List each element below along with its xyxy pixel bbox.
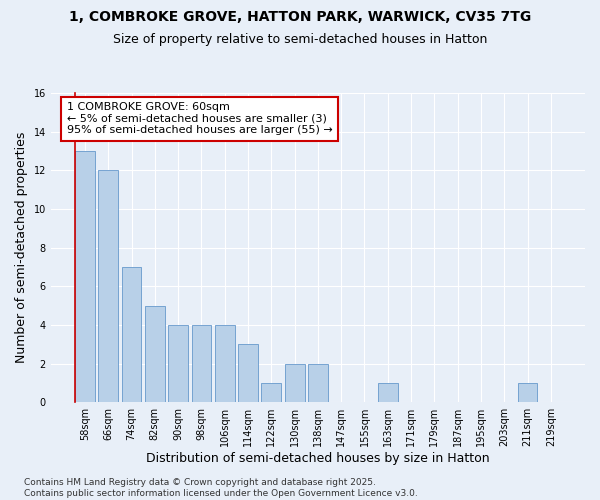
Bar — [215, 325, 235, 402]
Bar — [378, 383, 398, 402]
Bar — [98, 170, 118, 402]
Bar — [518, 383, 538, 402]
Bar — [75, 151, 95, 402]
Bar — [238, 344, 258, 402]
Bar — [145, 306, 165, 402]
X-axis label: Distribution of semi-detached houses by size in Hatton: Distribution of semi-detached houses by … — [146, 452, 490, 465]
Bar — [285, 364, 305, 402]
Text: Size of property relative to semi-detached houses in Hatton: Size of property relative to semi-detach… — [113, 32, 487, 46]
Text: Contains HM Land Registry data © Crown copyright and database right 2025.
Contai: Contains HM Land Registry data © Crown c… — [24, 478, 418, 498]
Bar — [308, 364, 328, 402]
Bar — [168, 325, 188, 402]
Bar — [191, 325, 211, 402]
Bar — [262, 383, 281, 402]
Bar — [122, 267, 142, 402]
Text: 1, COMBROKE GROVE, HATTON PARK, WARWICK, CV35 7TG: 1, COMBROKE GROVE, HATTON PARK, WARWICK,… — [69, 10, 531, 24]
Y-axis label: Number of semi-detached properties: Number of semi-detached properties — [15, 132, 28, 364]
Text: 1 COMBROKE GROVE: 60sqm
← 5% of semi-detached houses are smaller (3)
95% of semi: 1 COMBROKE GROVE: 60sqm ← 5% of semi-det… — [67, 102, 332, 136]
